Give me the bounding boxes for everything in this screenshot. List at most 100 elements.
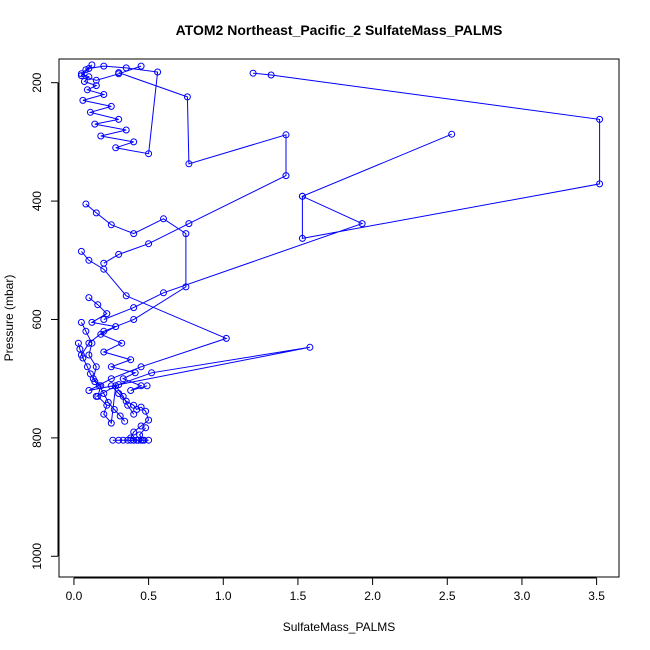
data-point — [86, 370, 94, 378]
data-point — [116, 412, 124, 420]
data-point — [79, 96, 87, 104]
data-point — [142, 407, 150, 415]
data-point — [130, 316, 138, 323]
series-10 — [74, 339, 129, 425]
data-point — [140, 436, 148, 444]
data-point — [137, 62, 145, 70]
data-point — [145, 436, 153, 444]
y-axis: 200 400 600 800 1000 — [30, 72, 59, 570]
data-point — [115, 390, 123, 397]
data-point — [137, 403, 145, 411]
data-point — [142, 424, 150, 432]
data-point — [76, 345, 84, 353]
data-point — [107, 221, 115, 229]
data-point — [298, 192, 306, 200]
data-point — [88, 318, 96, 326]
data-point — [137, 436, 145, 444]
data-point — [103, 310, 111, 318]
data-point — [82, 200, 90, 208]
data-point — [83, 363, 91, 371]
data-point — [222, 334, 230, 342]
x-tick-label: 0.5 — [140, 589, 157, 603]
chart-title: ATOM2 Northeast_Pacific_2 SulfateMass_PA… — [176, 22, 503, 38]
data-point — [85, 351, 93, 359]
data-point — [100, 62, 108, 70]
data-point — [182, 283, 190, 291]
data-point — [92, 82, 100, 90]
x-tick-label: 2.5 — [439, 589, 456, 603]
data-point — [92, 363, 100, 371]
series-line — [103, 72, 287, 264]
x-tick-label: 0.0 — [66, 589, 83, 603]
data-point — [130, 304, 138, 312]
data-point — [85, 256, 93, 264]
data-point — [94, 392, 102, 400]
data-point — [160, 289, 167, 297]
series-1 — [77, 61, 162, 158]
data-point — [130, 436, 138, 444]
data-point — [115, 69, 123, 77]
x-tick-label: 2.0 — [364, 589, 381, 603]
series-line — [80, 322, 135, 425]
y-tick-label: 400 — [30, 191, 44, 211]
data-point — [122, 397, 130, 405]
data-point — [127, 356, 135, 364]
data-point — [92, 76, 100, 84]
data-point — [267, 71, 275, 79]
data-point — [145, 416, 153, 424]
data-point — [88, 339, 96, 347]
data-point — [145, 240, 153, 248]
y-tick-label: 800 — [30, 428, 44, 448]
data-point — [100, 316, 108, 323]
data-point — [183, 93, 191, 101]
data-point — [77, 72, 85, 80]
data-point — [82, 327, 90, 335]
data-point — [107, 102, 115, 110]
data-point — [121, 417, 129, 425]
data-point — [115, 115, 123, 123]
data-point — [122, 292, 130, 300]
data-point — [145, 150, 153, 158]
data-point — [83, 86, 91, 94]
data-point — [185, 160, 193, 168]
data-point — [182, 230, 190, 238]
series-9 — [109, 436, 153, 444]
data-point — [80, 78, 88, 85]
y-axis-label: Pressure (mbar) — [2, 275, 16, 362]
data-point — [112, 323, 120, 331]
data-point — [122, 126, 130, 134]
data-point — [104, 398, 112, 406]
data-point — [130, 230, 138, 238]
data-point — [107, 419, 115, 427]
data-point — [282, 131, 290, 139]
data-point — [137, 363, 145, 371]
data-point — [100, 265, 108, 273]
data-point — [118, 339, 126, 347]
data-point — [85, 73, 93, 81]
x-tick-label: 3.0 — [514, 589, 531, 603]
y-tick-label: 600 — [30, 309, 44, 329]
data-point — [185, 220, 193, 228]
data-point — [77, 318, 85, 326]
data-point — [119, 436, 127, 444]
plot-area — [74, 61, 604, 444]
data-point — [131, 369, 139, 377]
data-point — [79, 354, 87, 362]
data-point — [115, 250, 123, 258]
data-point — [100, 410, 108, 418]
data-point — [130, 428, 138, 436]
data-point — [115, 436, 123, 444]
data-point — [148, 369, 156, 377]
data-point — [107, 375, 115, 383]
plot-frame — [58, 58, 620, 578]
x-tick-label: 1.0 — [215, 589, 232, 603]
data-point — [91, 378, 99, 386]
x-axis: 0.0 0.5 1.0 1.5 2.0 2.5 3.0 3.5 — [66, 577, 605, 603]
data-point — [596, 115, 604, 123]
series-2 — [100, 69, 290, 267]
data-point — [137, 422, 145, 430]
y-tick-label: 200 — [30, 72, 44, 92]
x-tick-label: 1.5 — [290, 589, 307, 603]
series-line — [88, 297, 148, 391]
